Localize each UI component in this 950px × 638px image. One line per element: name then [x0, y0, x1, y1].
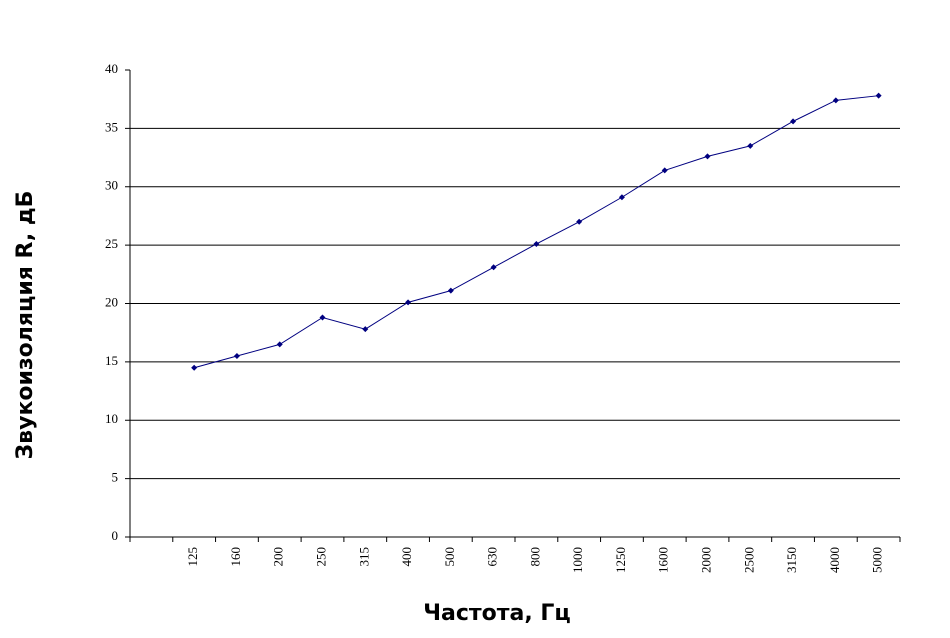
series-line: [194, 95, 879, 369]
point: [875, 92, 882, 99]
y-tick-label: 25: [105, 236, 118, 251]
y-tick-label: 30: [105, 178, 118, 193]
point: [490, 264, 497, 271]
x-tick-label: 800: [527, 547, 542, 567]
x-tick-label: 1250: [613, 547, 628, 573]
point: [790, 118, 797, 125]
point: [319, 314, 326, 321]
x-tick-label: 630: [485, 547, 500, 567]
x-tick-label: 200: [271, 547, 286, 567]
y-tick-label: 40: [105, 61, 118, 76]
y-tick-label: 15: [105, 353, 118, 368]
point: [576, 218, 583, 225]
x-tick-label: 1600: [656, 547, 671, 573]
x-tick-label: 5000: [870, 547, 885, 573]
point: [704, 153, 711, 160]
point: [191, 364, 198, 371]
point: [405, 299, 412, 306]
x-tick-label: 125: [185, 547, 200, 567]
x-tick-label: 2500: [741, 547, 756, 573]
y-tick-label: 10: [105, 411, 118, 426]
point: [447, 287, 454, 294]
y-tick-label: 20: [105, 294, 118, 309]
x-tick-label: 4000: [827, 547, 842, 573]
y-tick-label: 0: [112, 528, 119, 543]
point: [276, 341, 283, 348]
y-tick-label: 35: [105, 119, 118, 134]
point: [661, 167, 668, 174]
point: [747, 142, 754, 149]
x-tick-label: 160: [228, 547, 243, 567]
x-axis-title: Частота, Гц: [423, 601, 570, 626]
point: [618, 194, 625, 201]
x-tick-label: 315: [356, 547, 371, 567]
x-tick-label: 2000: [698, 547, 713, 573]
x-tick-label: 250: [313, 547, 328, 567]
x-tick-label: 400: [399, 547, 414, 567]
point: [362, 326, 369, 333]
y-axis-title: Звукоизоляция R, дБ: [13, 191, 38, 460]
x-tick-label: 3150: [784, 547, 799, 573]
y-tick-label: 5: [112, 470, 119, 485]
point: [233, 353, 240, 360]
x-tick-label: 1000: [570, 547, 585, 573]
point: [533, 240, 540, 247]
point: [832, 97, 839, 104]
x-tick-label: 500: [442, 547, 457, 567]
